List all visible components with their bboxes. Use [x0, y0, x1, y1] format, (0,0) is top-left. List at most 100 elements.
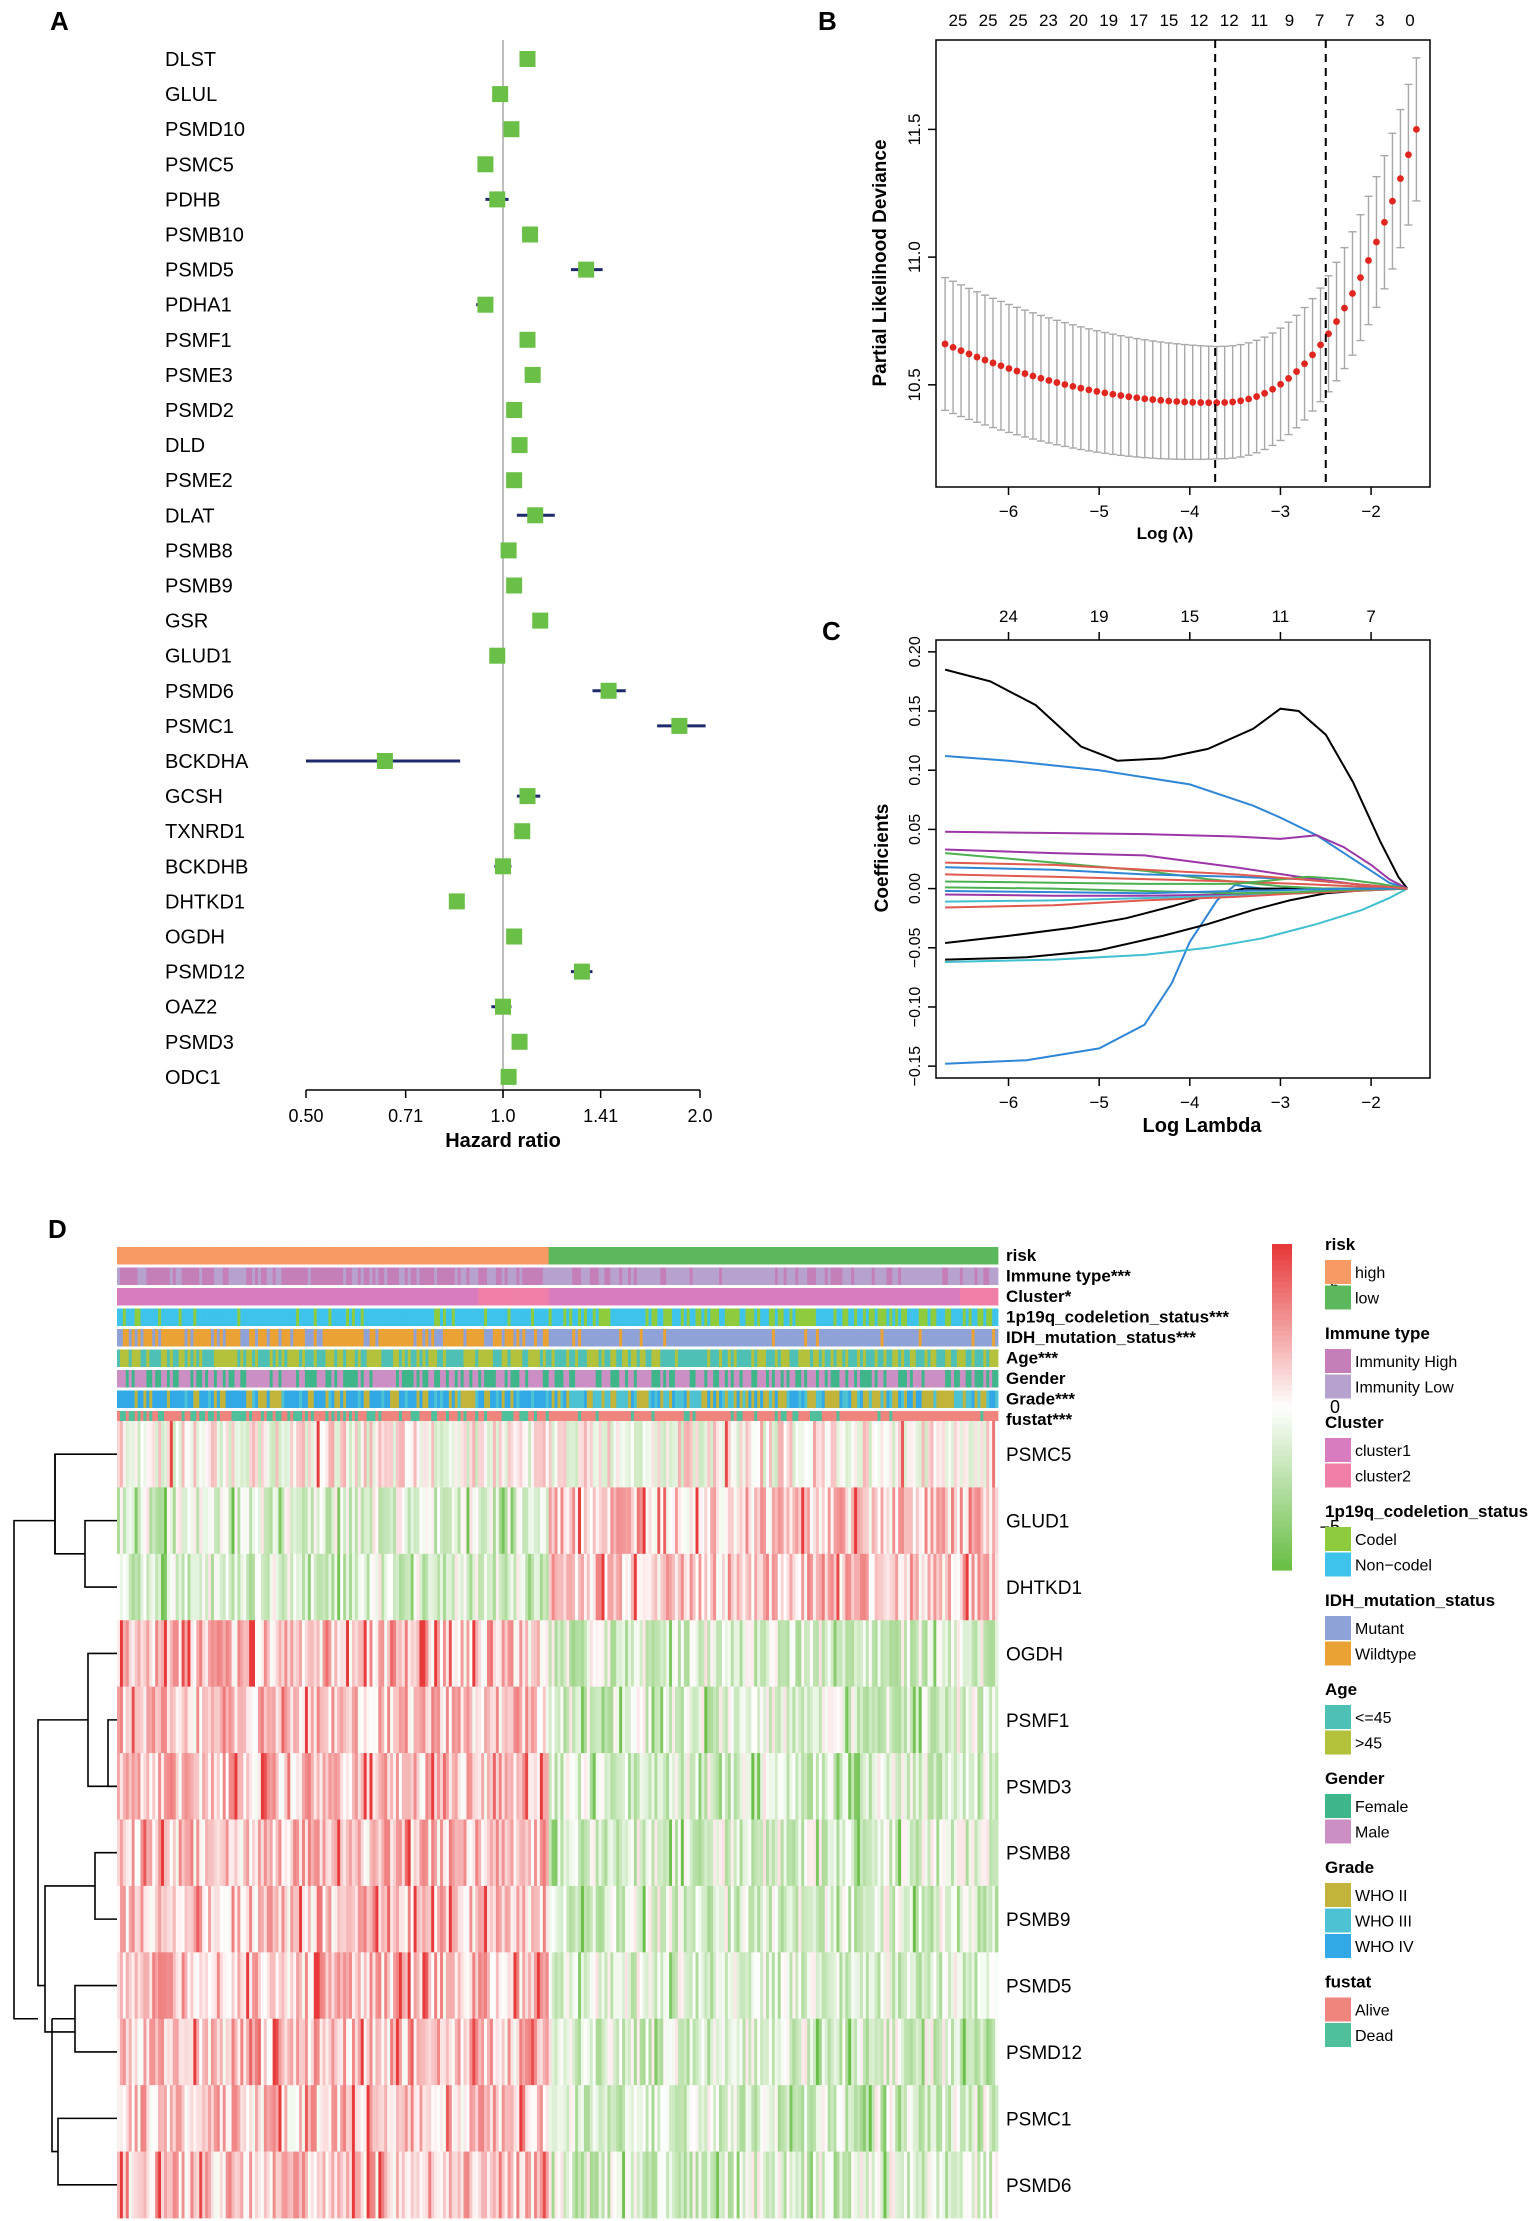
- annotation-cell: [440, 1349, 444, 1367]
- heatmap-cell: [566, 1487, 570, 1555]
- annotation-cell: [953, 1247, 958, 1265]
- annotation-cell: [921, 1288, 925, 1306]
- annotation-cell: [807, 1349, 811, 1367]
- heatmap-cell: [748, 1686, 752, 1754]
- heatmap-cell: [495, 1421, 500, 1488]
- annotation-cell: [125, 1370, 130, 1388]
- heatmap-cell: [193, 1487, 197, 1555]
- heatmap-cell: [281, 1753, 285, 1820]
- annotation-cell: [951, 1308, 955, 1326]
- heatmap-cell: [178, 1487, 183, 1555]
- heatmap-cell: [387, 1620, 391, 1688]
- annotation-cell: [222, 1267, 227, 1285]
- heatmap-cell: [792, 1421, 796, 1488]
- annotation-cell: [495, 1370, 500, 1388]
- annotation-cell: [604, 1308, 608, 1326]
- annotation-cell: [266, 1267, 271, 1285]
- hr-point: [524, 366, 541, 383]
- annotation-cell: [921, 1390, 925, 1408]
- heatmap-cell: [795, 1553, 799, 1621]
- annotation-cell: [169, 1349, 174, 1367]
- heatmap-cell: [510, 1620, 514, 1688]
- annotation-cell: [128, 1308, 133, 1326]
- annotation-cell: [619, 1288, 623, 1306]
- heatmap-cell: [592, 1686, 597, 1754]
- annotation-cell: [619, 1267, 623, 1285]
- annotation-cell: [595, 1329, 600, 1347]
- annotation-cell: [390, 1411, 394, 1429]
- annotation-cell: [977, 1349, 981, 1367]
- annotation-cell: [475, 1349, 479, 1367]
- annotation-cell: [366, 1411, 370, 1429]
- annotation-cell: [862, 1370, 867, 1388]
- annotation-cell: [354, 1329, 359, 1347]
- heatmap-cell: [328, 1421, 332, 1488]
- annotation-cell: [942, 1329, 946, 1347]
- heatmap-cell: [131, 1620, 136, 1688]
- heatmap-cell: [569, 1553, 573, 1621]
- annotation-cell: [407, 1370, 412, 1388]
- annotation-cell: [134, 1349, 138, 1367]
- annotation-cell: [771, 1329, 776, 1347]
- annotation-cell: [918, 1349, 923, 1367]
- top-axis-label: 0: [1405, 11, 1414, 30]
- annotation-cell: [513, 1370, 517, 1388]
- heatmap-cell: [348, 1487, 353, 1555]
- annotation-cell: [234, 1349, 238, 1367]
- annotation-cell: [633, 1411, 638, 1429]
- annotation-cell: [868, 1288, 873, 1306]
- heatmap-cell: [210, 1819, 215, 1887]
- annotation-cell: [936, 1411, 940, 1429]
- annotation-cell: [639, 1411, 644, 1429]
- annotation-cell: [457, 1349, 461, 1367]
- annotation-cell: [557, 1329, 561, 1347]
- annotation-cell: [942, 1267, 946, 1285]
- heatmap-cell: [945, 1753, 949, 1820]
- heatmap-cell: [854, 1753, 858, 1820]
- annotation-cell: [381, 1370, 385, 1388]
- annotation-cell: [648, 1267, 652, 1285]
- annotation-cell: [674, 1370, 679, 1388]
- heatmap-cell: [848, 1421, 852, 1488]
- annotation-cell: [210, 1411, 215, 1429]
- annotation-cell: [962, 1247, 967, 1265]
- annotation-cell: [971, 1349, 975, 1367]
- annotation-cell: [519, 1288, 523, 1306]
- annotation-cell: [489, 1267, 494, 1285]
- annotation-cell: [354, 1370, 359, 1388]
- annotation-cell: [155, 1329, 159, 1347]
- heatmap-cell: [137, 1753, 141, 1820]
- annotation-cell: [701, 1247, 705, 1265]
- heatmap-cell: [616, 1553, 620, 1621]
- annotation-cell: [642, 1411, 646, 1429]
- heatmap-cell: [266, 1553, 271, 1621]
- annotation-cell: [801, 1267, 805, 1285]
- annotation-cell: [302, 1349, 306, 1367]
- annotation-cell: [225, 1247, 229, 1265]
- annotation-cell: [287, 1288, 291, 1306]
- annotation-cell: [184, 1267, 188, 1285]
- heatmap-cell: [689, 1487, 693, 1555]
- annotation-cell: [616, 1349, 620, 1367]
- heatmap-cell: [134, 1487, 138, 1555]
- heatmap-cell: [293, 1421, 297, 1488]
- annotation-cell: [193, 1349, 197, 1367]
- annotation-cell: [184, 1349, 188, 1367]
- annotation-cell: [445, 1288, 450, 1306]
- heatmap-cell: [951, 1421, 955, 1488]
- annotation-cell: [683, 1288, 688, 1306]
- annotation-cell: [874, 1247, 878, 1265]
- heatmap-cell: [886, 1487, 890, 1555]
- annotation-cell: [302, 1267, 306, 1285]
- heatmap-cell: [654, 1421, 658, 1488]
- heatmap-cell: [592, 1753, 597, 1820]
- annotation-cell: [945, 1267, 949, 1285]
- annotation-cell: [290, 1349, 294, 1367]
- annotation-cell: [877, 1390, 881, 1408]
- gene-label: GLUL: [165, 84, 217, 106]
- annotation-cell: [865, 1308, 870, 1326]
- annotation-cell: [181, 1308, 185, 1326]
- annotation-cell: [163, 1390, 168, 1408]
- annotation-cell: [536, 1390, 541, 1408]
- heatmap-cell: [208, 1487, 212, 1555]
